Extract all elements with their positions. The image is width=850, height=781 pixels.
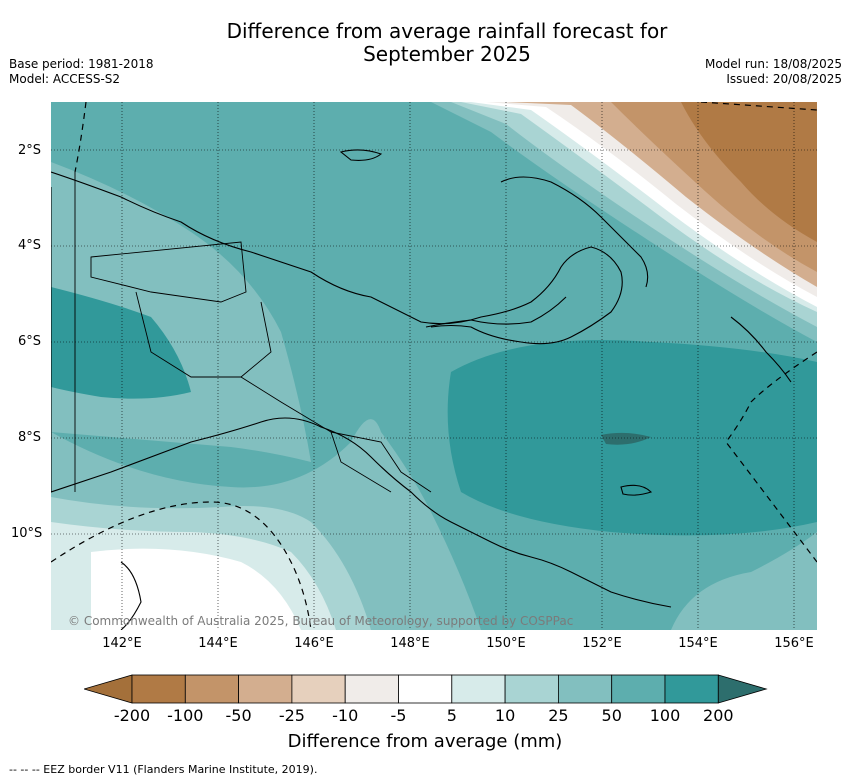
colorbar-tick-label: -200 [113, 706, 151, 725]
province-borders [74, 172, 432, 493]
colorbar-segment [131, 674, 186, 704]
model-name: Model: ACCESS-S2 [9, 72, 121, 86]
copyright-notice: © Commonwealth of Australia 2025, Bureau… [68, 614, 574, 628]
new-britain [425, 296, 567, 328]
band-25-50-southeast [671, 532, 817, 630]
band-fill [51, 102, 111, 142]
y-tick-label: 2°S [18, 143, 42, 158]
colorbar-max-arrow [717, 674, 768, 704]
colorbar-tick-label: 100 [649, 706, 681, 725]
x-tick-label: 154°E [678, 636, 718, 651]
coastlines [51, 149, 792, 630]
border-line [90, 241, 247, 303]
x-tick-label: 152°E [582, 636, 622, 651]
base-period: Base period: 1981-2018 [9, 57, 154, 71]
band-minus200-minus100 [641, 102, 817, 242]
colorbar-svg [82, 674, 768, 704]
border-line [135, 291, 272, 378]
eez-segment [51, 501, 312, 630]
colorbar-tick-label: 200 [703, 706, 734, 725]
x-tick-label: 144°E [198, 636, 238, 651]
island-east [620, 484, 653, 496]
rainfall-map [51, 102, 817, 630]
colorbar-segment [664, 674, 719, 704]
colorbar-segment [611, 674, 666, 704]
colorbar-segment [398, 674, 453, 704]
colorbar-min-arrow [82, 674, 133, 704]
manus-island [339, 149, 383, 161]
colorbar-segment [184, 674, 240, 704]
model-run-date: Model run: 18/08/2025 [704, 57, 842, 71]
colorbar-segment [344, 674, 399, 704]
y-tick-label: 8°S [18, 430, 42, 445]
x-tick-label: 148°E [390, 636, 430, 651]
title-line-1: Difference from average rainfall forecas… [226, 19, 668, 43]
x-tick-label: 142°E [102, 636, 142, 651]
colorbar-tick-label: 10 [494, 706, 516, 725]
band-200-core [601, 432, 651, 445]
band-100-200-west [51, 287, 191, 399]
new-guinea-north-coast [51, 171, 623, 345]
graticule [51, 102, 817, 630]
colorbar-tick-label: 25 [548, 706, 569, 725]
colorbar-tick-label: 5 [446, 706, 457, 725]
colorbar-tick-label: -5 [390, 706, 407, 725]
bougainville [730, 316, 792, 383]
map-canvas [51, 102, 817, 630]
band-white-south [91, 548, 301, 630]
model-info: Base period: 1981-2018 Model: ACCESS-S2 [9, 57, 154, 87]
colorbar-segment [291, 674, 346, 704]
eez-segment [700, 102, 817, 111]
colorbar-tick-label: -50 [225, 706, 252, 725]
run-info: Model run: 18/08/2025 Issued: 20/08/2025 [705, 57, 842, 87]
colorbar-segment [451, 674, 506, 704]
x-tick-label: 156°E [774, 636, 814, 651]
colorbar [82, 673, 768, 705]
y-tick-label: 10°S [11, 526, 43, 541]
x-tick-label: 150°E [486, 636, 526, 651]
colorbar-tick-label: 50 [601, 706, 622, 725]
colorbar-tick-label: -10 [332, 706, 359, 725]
issued-date: Issued: 20/08/2025 [726, 72, 842, 86]
border-line [330, 431, 432, 493]
eez-border [51, 102, 817, 630]
y-tick-label: 4°S [18, 238, 42, 253]
eez-segment [725, 351, 817, 563]
new-guinea-south-coast [51, 187, 672, 608]
new-britain-north [500, 176, 649, 288]
colorbar-tick-label: -25 [278, 706, 305, 725]
colorbar-segment [238, 674, 293, 704]
eez-footnote: -- -- -- EEZ border V11 (Flanders Marine… [9, 763, 318, 776]
colorbar-segment [557, 674, 613, 704]
colorbar-tick-label: -100 [167, 706, 204, 725]
y-tick-label: 6°S [18, 334, 42, 349]
x-tick-label: 146°E [294, 636, 334, 651]
colorbar-title: Difference from average (mm) [287, 731, 563, 752]
title-line-2: September 2025 [363, 42, 531, 66]
map-title: Difference from average rainfall forecas… [0, 20, 850, 66]
colorbar-segment [504, 674, 559, 704]
eez-segment [74, 102, 87, 173]
cape-york [120, 561, 142, 630]
